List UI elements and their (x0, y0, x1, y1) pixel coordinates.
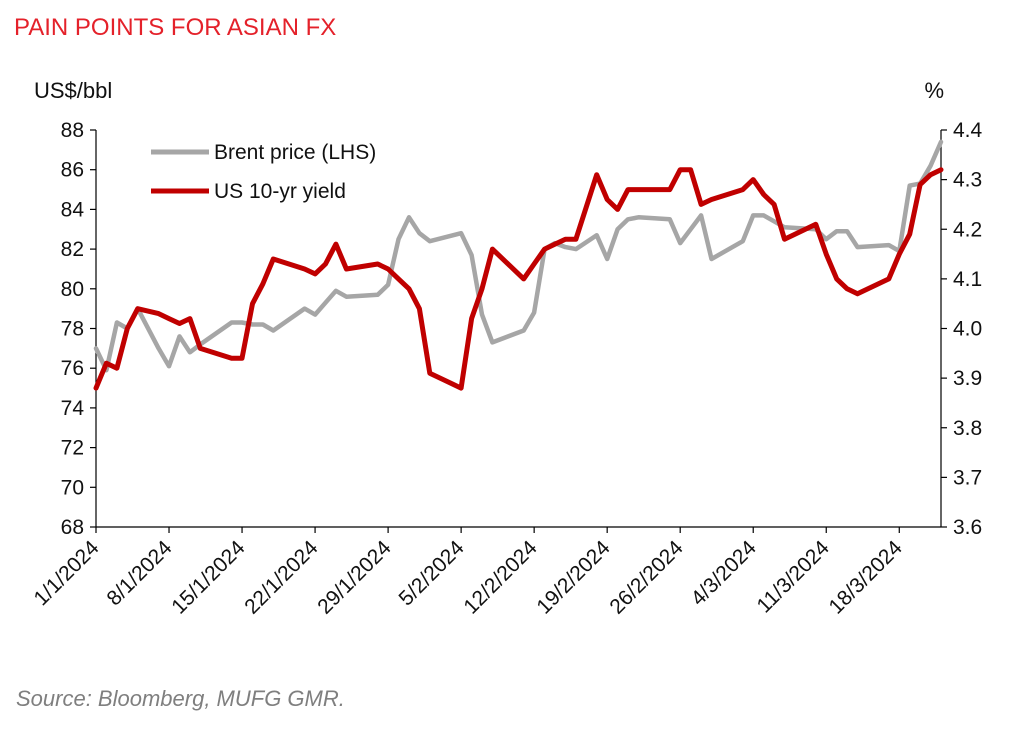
right-tick-label: 3.7 (953, 466, 982, 489)
left-tick-label: 84 (61, 198, 85, 221)
left-tick-label: 82 (61, 238, 84, 261)
source-note: Source: Bloomberg, MUFG GMR. (16, 686, 345, 711)
x-tick-label: 18/3/2024 (824, 536, 907, 619)
left-tick-label: 72 (61, 437, 84, 460)
left-tick-label: 78 (61, 318, 84, 341)
legend-label-brent: Brent price (LHS) (214, 141, 376, 164)
x-tick-label: 5/2/2024 (395, 536, 469, 610)
x-tick-label: 29/1/2024 (313, 536, 396, 619)
chart-title: PAIN POINTS FOR ASIAN FX (14, 14, 337, 41)
right-axis-unit: % (924, 78, 944, 103)
right-tick-label: 3.6 (953, 516, 982, 539)
legend: Brent price (LHS) US 10-yr yield (151, 141, 376, 203)
right-tick-label: 4.4 (953, 119, 983, 142)
x-tick-label: 1/1/2024 (29, 536, 103, 610)
right-tick-label: 4.1 (953, 268, 982, 291)
right-tick-label: 3.8 (953, 417, 982, 440)
x-tick-label: 4/3/2024 (687, 536, 761, 610)
x-tick-label: 22/1/2024 (240, 536, 323, 619)
right-tick-label: 4.3 (953, 169, 982, 192)
left-tick-label: 80 (61, 278, 84, 301)
x-tick-label: 19/2/2024 (532, 536, 615, 619)
left-tick-label: 86 (61, 159, 84, 182)
legend-label-yield: US 10-yr yield (214, 180, 346, 203)
x-tick-label: 8/1/2024 (102, 536, 176, 610)
left-axis-unit: US$/bbl (34, 78, 112, 103)
series-layer (93, 139, 944, 391)
left-tick-label: 70 (61, 476, 84, 499)
us-10yr-yield-line (93, 167, 944, 391)
x-axis-ticks: 1/1/20248/1/202415/1/202422/1/202429/1/2… (29, 527, 907, 619)
left-tick-label: 74 (61, 397, 85, 420)
brent-price-line (93, 139, 944, 373)
right-axis-ticks: 3.6 3.7 3.8 3.9 4.0 4.1 4.2 4.3 4.4 (941, 119, 983, 539)
x-tick-label: 15/1/2024 (167, 536, 250, 619)
left-tick-label: 88 (61, 119, 84, 142)
x-tick-label: 26/2/2024 (605, 536, 688, 619)
right-tick-label: 3.9 (953, 367, 982, 390)
left-axis-ticks: 68 70 72 74 76 78 80 82 84 86 88 (61, 119, 96, 539)
right-tick-label: 4.0 (953, 318, 982, 341)
x-tick-label: 11/3/2024 (753, 536, 834, 617)
left-tick-label: 76 (61, 357, 84, 380)
x-tick-label: 12/2/2024 (459, 536, 542, 619)
left-tick-label: 68 (61, 516, 84, 539)
right-tick-label: 4.2 (953, 218, 982, 241)
